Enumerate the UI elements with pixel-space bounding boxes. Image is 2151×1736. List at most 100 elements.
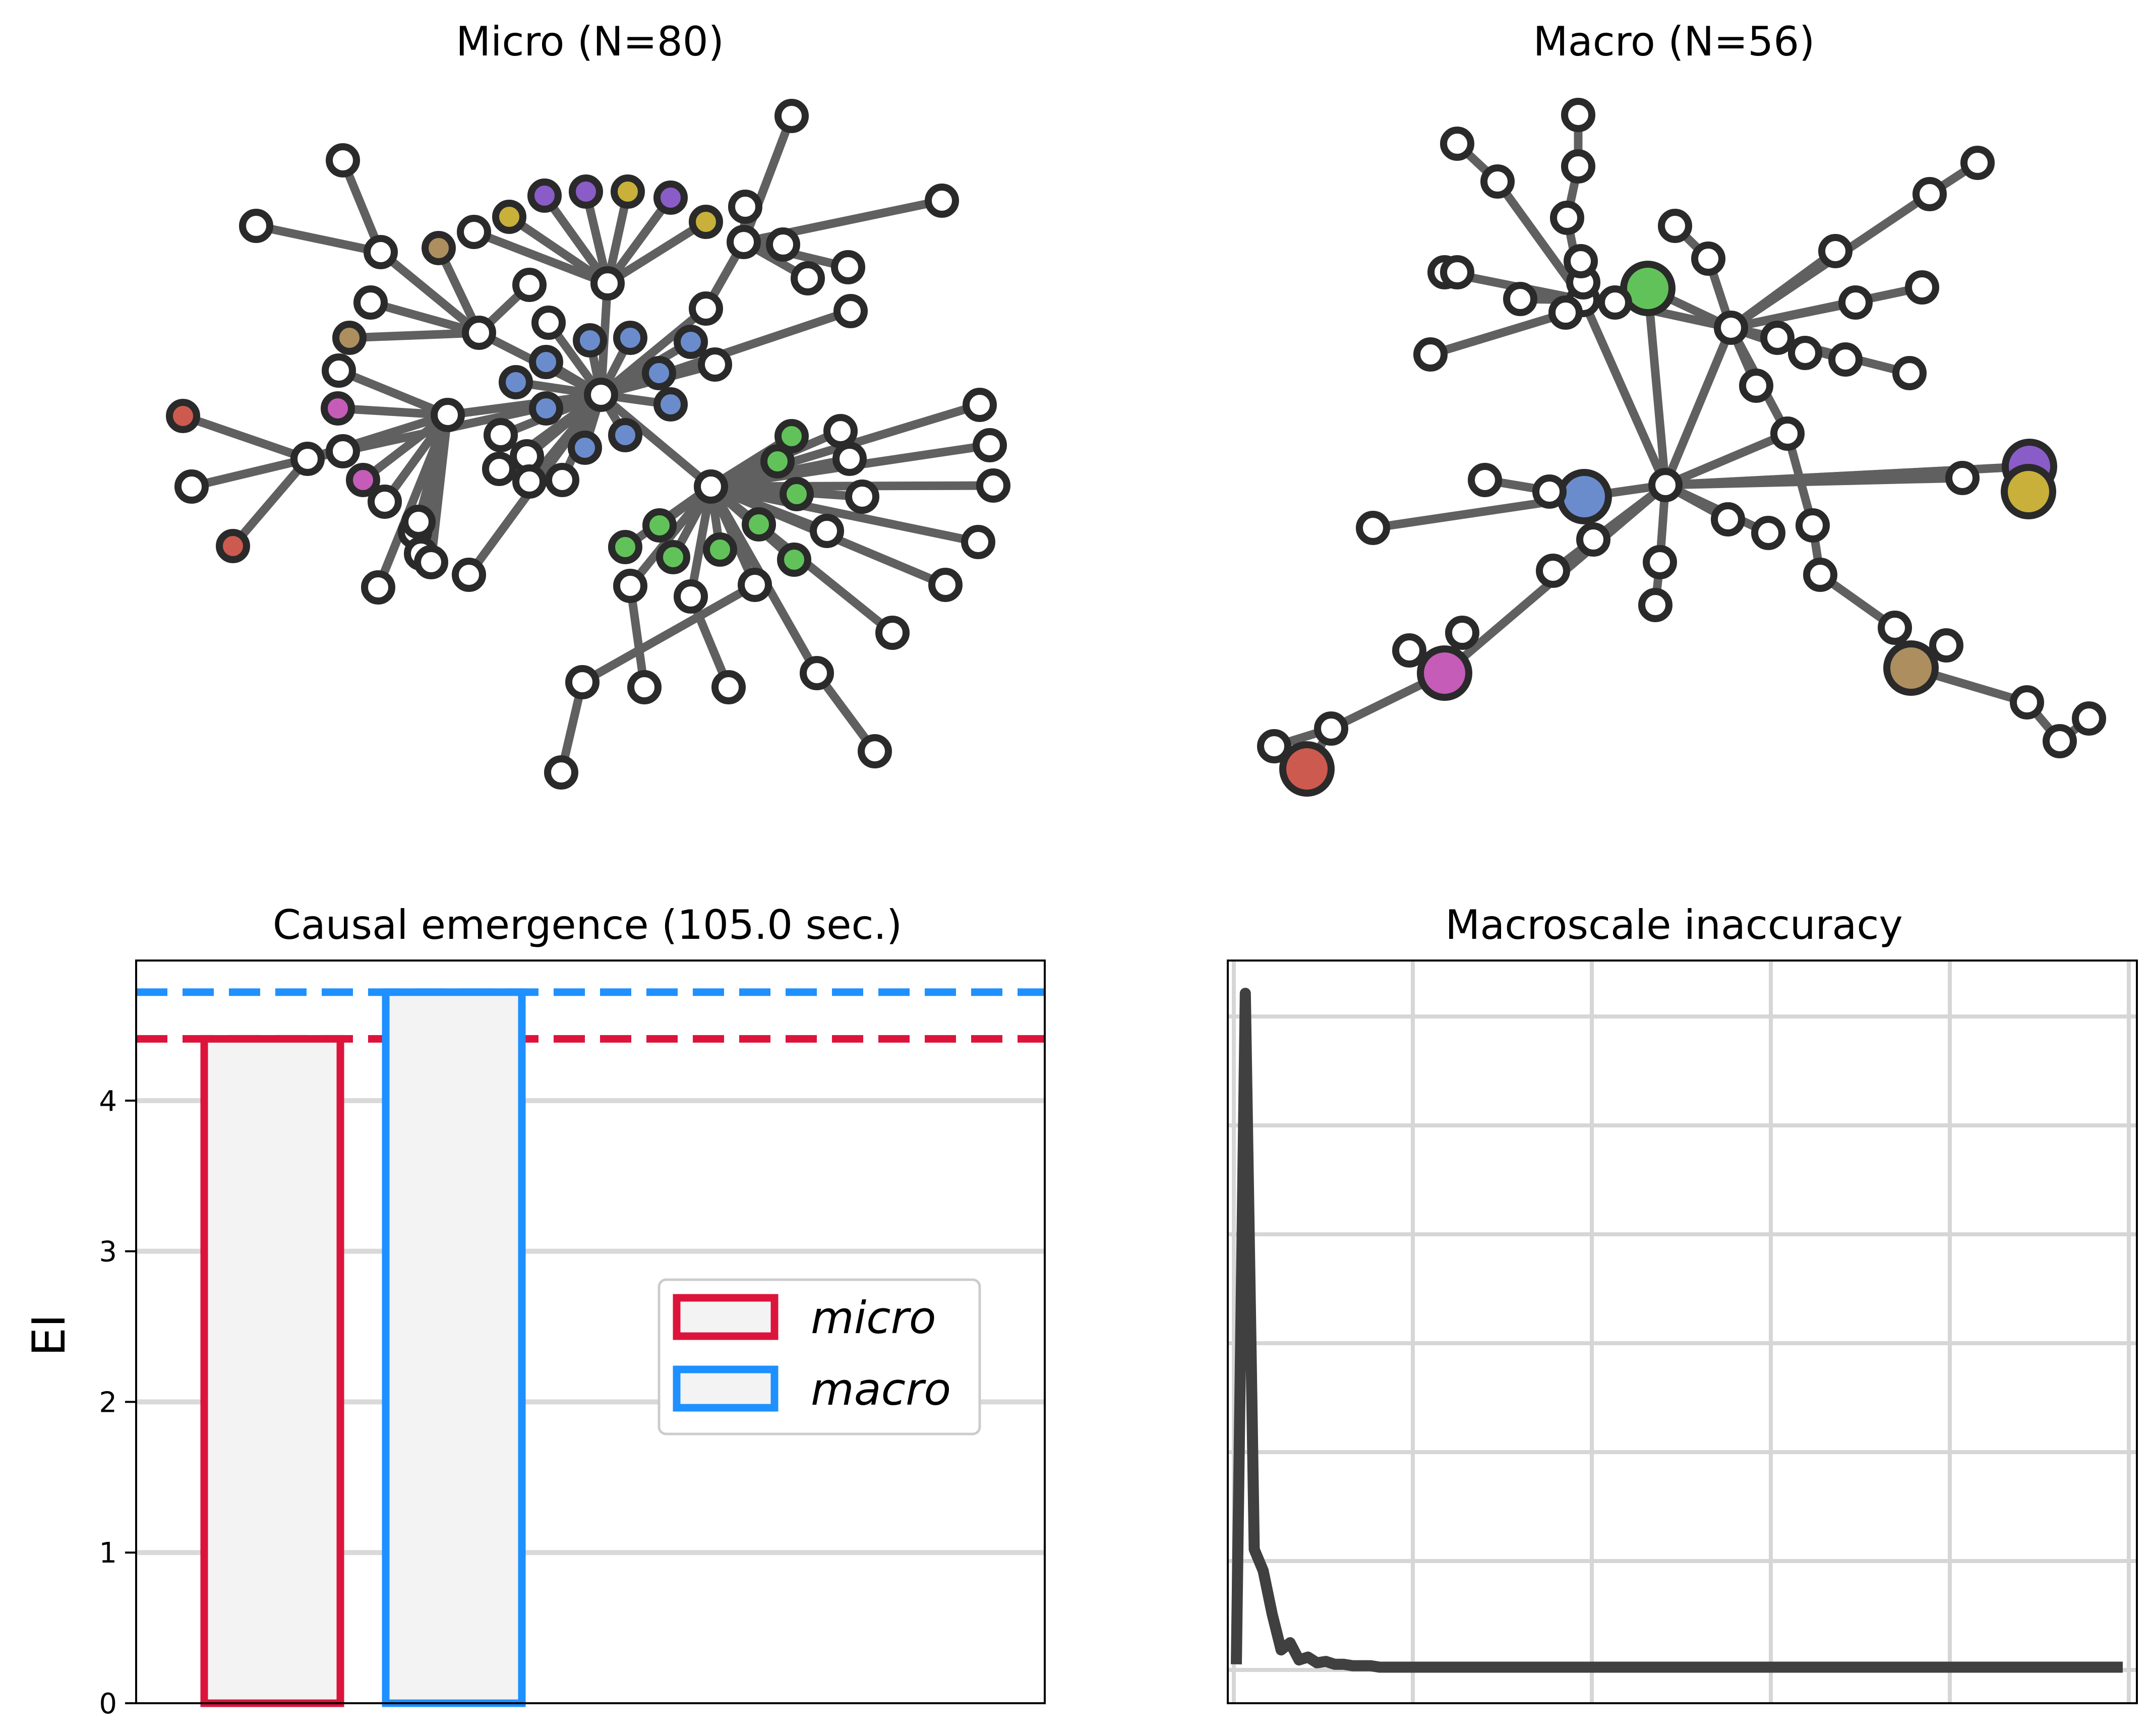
y-tick-label: 1 — [99, 1537, 117, 1570]
network-node — [239, 209, 273, 243]
network-edge — [505, 212, 612, 288]
network-node — [674, 579, 708, 614]
network-node — [290, 442, 325, 476]
network-node-colored — [1557, 469, 1612, 524]
legend-label-micro: micro — [811, 1292, 936, 1344]
network-node — [831, 250, 865, 284]
network-node — [361, 570, 395, 605]
network-node — [1440, 255, 1474, 289]
network-edge — [334, 366, 452, 420]
network-node — [457, 215, 491, 249]
network-node — [1945, 461, 1980, 495]
network-node — [1751, 516, 1785, 550]
macro-nodes — [1257, 98, 2106, 797]
network-edge — [686, 482, 715, 601]
network-edge — [578, 580, 759, 687]
network-edge — [1643, 284, 1670, 490]
network-node — [928, 568, 963, 602]
network-edge — [366, 298, 484, 337]
network-node — [845, 480, 879, 514]
network-node — [512, 268, 547, 302]
network-node — [727, 225, 761, 259]
network-edge — [603, 217, 710, 288]
network-node — [1532, 474, 1567, 509]
network-node-colored — [529, 391, 563, 426]
network-node — [565, 665, 600, 699]
bar-micro — [200, 1035, 344, 1707]
network-node — [1828, 342, 1863, 377]
network-node-colored — [422, 231, 456, 265]
network-node-colored — [1417, 645, 1472, 701]
network-node — [1561, 149, 1595, 184]
network-edge — [525, 390, 606, 486]
network-node — [1257, 729, 1291, 763]
network-edge — [1661, 429, 1792, 490]
network-node-colored — [216, 529, 250, 563]
network-node — [1561, 98, 1595, 132]
network-node — [2072, 701, 2106, 736]
network-node-colored — [166, 399, 200, 433]
network-node — [326, 434, 360, 468]
network-node — [364, 235, 398, 269]
network-node-colored — [492, 200, 526, 234]
causal-emergence-panel: 0 1 2 3 4 — [99, 960, 1046, 1720]
macro-title: Macro (N=56) — [1533, 18, 1815, 65]
network-node-colored — [527, 178, 562, 213]
network-node-colored — [611, 174, 645, 209]
network-node — [1905, 270, 1939, 305]
network-node — [484, 418, 518, 452]
network-node — [462, 316, 496, 350]
network-edge — [603, 193, 675, 288]
network-node-colored — [321, 391, 355, 426]
network-node — [973, 428, 1007, 462]
network-edge — [443, 390, 606, 420]
y-tick-label: 3 — [99, 1236, 117, 1269]
network-node-colored — [653, 387, 688, 422]
network-node — [431, 398, 465, 432]
network-node — [1576, 522, 1610, 557]
network-edge — [706, 482, 983, 547]
network-node-colored — [499, 365, 533, 399]
network-node — [1314, 711, 1348, 746]
network-node — [1643, 545, 1677, 579]
legend: micro macro — [658, 1278, 981, 1435]
network-node — [1503, 282, 1537, 316]
network-node-colored — [1883, 640, 1939, 696]
network-node — [694, 469, 728, 504]
network-node — [326, 143, 360, 177]
bar-axes-frame — [135, 960, 1046, 1704]
bar-chart-title: Causal emergence (105.0 sec.) — [273, 902, 902, 948]
network-node — [174, 469, 209, 504]
network-node — [728, 190, 762, 224]
network-node — [1356, 511, 1390, 545]
network-node-colored — [346, 463, 380, 497]
network-node — [1788, 336, 1822, 370]
network-edge — [1726, 283, 1927, 332]
network-edge — [1661, 323, 1736, 490]
network-node — [2010, 685, 2044, 720]
network-node — [1440, 127, 1474, 161]
network-node — [875, 616, 910, 650]
network-node — [833, 294, 868, 328]
network-edge — [469, 227, 612, 288]
network-edge — [187, 454, 312, 491]
network-edge — [252, 221, 385, 257]
network-node — [689, 291, 723, 326]
network-node — [791, 261, 825, 295]
network-node — [1803, 558, 1837, 592]
network-edge — [178, 411, 312, 463]
network-node-colored — [774, 419, 809, 453]
network-node — [627, 670, 662, 704]
network-node — [1638, 588, 1672, 622]
network-node — [1658, 209, 1692, 243]
network-node-colored — [608, 418, 642, 452]
network-edge — [358, 410, 452, 485]
network-node — [590, 266, 625, 301]
network-edge — [540, 191, 612, 288]
network-node — [823, 414, 858, 448]
network-node — [512, 464, 547, 499]
network-node-colored — [568, 431, 602, 465]
y-tick-label: 2 — [99, 1386, 117, 1419]
network-node — [1468, 463, 1502, 497]
